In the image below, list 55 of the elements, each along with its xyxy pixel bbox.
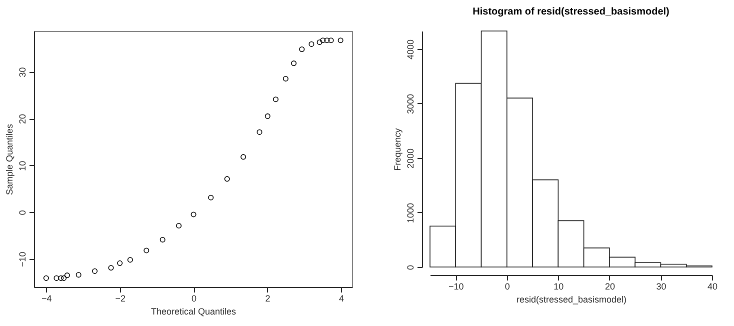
point — [176, 222, 182, 228]
point — [127, 257, 133, 263]
point — [282, 76, 288, 82]
x-tick-label: 40 — [707, 282, 718, 292]
x-tick-label: −4 — [42, 294, 52, 304]
point — [58, 275, 64, 281]
y-tick-label: 2000 — [406, 148, 416, 169]
x-tick-label: −2 — [115, 294, 126, 304]
point — [316, 39, 322, 45]
point — [61, 275, 67, 281]
x-tick-label: −10 — [448, 282, 464, 292]
x-axis-title: Theoretical Quantiles — [150, 306, 237, 316]
y-tick-label: 1000 — [406, 202, 416, 224]
chart-title: Histogram of resid(stressed_basismodel) — [472, 6, 670, 18]
point — [190, 212, 196, 218]
point — [108, 265, 114, 271]
point — [240, 154, 246, 160]
x-tick-label: 4 — [338, 294, 344, 304]
y-axis-title: Sample Quantiles — [4, 123, 14, 196]
point — [272, 96, 278, 102]
y-tick-label: 10 — [18, 160, 28, 171]
point — [43, 275, 49, 281]
y-tick-label: 0 — [18, 210, 28, 216]
y-tick-label: 20 — [18, 114, 28, 124]
point — [308, 41, 314, 47]
point — [256, 129, 262, 135]
y-tick-label: −10 — [18, 252, 28, 268]
point — [160, 236, 166, 242]
point — [299, 46, 305, 52]
y-tick-label: 30 — [18, 67, 28, 78]
x-tick-label: 0 — [504, 282, 510, 292]
x-axis-title: resid(stressed_basismodel) — [516, 294, 627, 304]
point — [208, 194, 214, 200]
point — [338, 38, 344, 44]
x-tick-label: 2 — [265, 294, 270, 304]
y-tick-label: 4000 — [406, 39, 416, 60]
x-tick-label: 30 — [656, 282, 666, 292]
point — [291, 60, 297, 66]
x-tick-label: 20 — [604, 282, 615, 292]
point — [328, 38, 334, 44]
point — [264, 113, 270, 119]
point — [324, 38, 330, 44]
point — [224, 176, 230, 182]
point — [64, 272, 70, 278]
x-tick-label: 10 — [554, 282, 564, 292]
y-tick-label: 3000 — [406, 94, 416, 114]
point — [54, 275, 60, 281]
y-axis-title: Frequency — [392, 128, 402, 171]
point — [92, 268, 98, 274]
x-tick-label: 0 — [192, 294, 197, 304]
point — [144, 248, 150, 254]
point — [320, 38, 326, 44]
point — [76, 272, 82, 278]
point — [117, 260, 123, 266]
y-tick-label: 0 — [406, 264, 416, 270]
